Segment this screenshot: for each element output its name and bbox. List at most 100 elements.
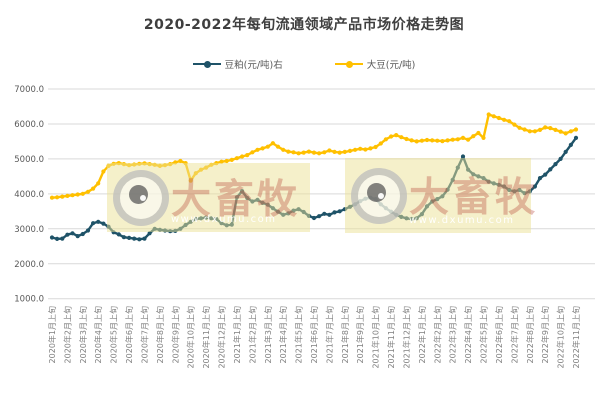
y-tick-label: 2000.0 <box>14 260 44 270</box>
data-point-dadou <box>240 154 245 159</box>
x-tick-label: 2022年7月上旬 <box>509 306 519 363</box>
x-tick-label: 2020年9月上旬 <box>170 306 180 363</box>
x-tick-label: 2021年9月上旬 <box>355 306 365 363</box>
data-point-dadou <box>502 117 507 122</box>
data-point-dadou <box>224 158 229 164</box>
data-point-dadou <box>486 112 491 117</box>
x-tick-label: 2020年11月上旬 <box>201 306 211 369</box>
x-tick-label: 2022年4月上旬 <box>463 306 473 363</box>
data-point-dadou <box>476 130 481 136</box>
data-point-dadou <box>49 195 55 200</box>
data-point-doupo <box>337 209 342 214</box>
y-tick-label: 7000.0 <box>14 85 44 95</box>
legend: 豆粕(元/吨)右 大豆(元/吨) <box>0 57 608 71</box>
x-tick-label: 2021年4月上旬 <box>278 306 288 363</box>
data-point-dadou <box>301 150 306 155</box>
data-point-doupo <box>311 215 317 221</box>
data-point-dadou <box>532 129 538 134</box>
watermark-text: 大畜牧 <box>171 176 300 223</box>
data-point-dadou <box>80 191 85 196</box>
x-tick-label: 2021年7月上旬 <box>324 306 334 363</box>
data-point-dadou <box>568 129 574 134</box>
x-tick-label: 2021年2月上旬 <box>247 306 257 363</box>
data-point-dadou <box>96 181 101 186</box>
data-point-dadou <box>363 147 368 152</box>
data-point-dadou <box>481 135 486 140</box>
data-point-dadou <box>399 135 404 140</box>
data-point-dadou <box>255 147 260 152</box>
data-point-dadou <box>296 151 301 156</box>
data-point-dadou <box>537 127 543 132</box>
data-point-doupo <box>132 236 137 241</box>
data-point-dadou <box>306 149 311 154</box>
data-point-dadou <box>219 159 224 164</box>
data-point-doupo <box>322 211 327 216</box>
data-point-doupo <box>55 236 60 241</box>
data-point-dadou <box>466 137 471 142</box>
legend-marker-doupo-icon <box>192 59 221 69</box>
legend-dot-icon <box>345 60 353 68</box>
data-point-dadou <box>270 141 275 146</box>
data-point-dadou <box>512 122 517 127</box>
x-tick-label: 2020年5月上旬 <box>109 306 119 363</box>
data-point-dadou <box>389 134 394 139</box>
legend-item-dadou: 大豆(元/吨) <box>334 57 415 71</box>
data-point-dadou <box>70 193 75 198</box>
x-tick-label: 2020年3月上旬 <box>78 306 88 363</box>
data-point-doupo <box>563 149 568 154</box>
data-point-dadou <box>558 129 563 134</box>
data-point-dadou <box>424 137 430 143</box>
data-point-dadou <box>317 151 322 156</box>
data-point-doupo <box>91 221 96 226</box>
watermark-left: 大畜牧 www.dxumu.com <box>107 163 310 232</box>
data-point-dadou <box>368 146 373 151</box>
data-point-doupo <box>65 232 70 237</box>
data-point-dadou <box>353 147 358 152</box>
data-point-dadou <box>455 137 460 142</box>
data-point-dadou <box>522 127 527 132</box>
data-point-dadou <box>543 125 548 130</box>
data-point-doupo <box>70 231 75 236</box>
data-point-doupo <box>96 219 101 224</box>
data-point-dadou <box>460 135 466 140</box>
data-point-dadou <box>394 133 399 138</box>
x-tick-label: 2020年2月上旬 <box>62 306 72 363</box>
data-point-dadou <box>358 146 363 151</box>
x-tick-label: 2020年6月上旬 <box>124 306 134 363</box>
data-point-dadou <box>445 138 450 143</box>
x-tick-label: 2020年1月上旬 <box>47 306 57 363</box>
data-point-dadou <box>85 189 91 194</box>
data-point-dadou <box>311 150 317 155</box>
x-tick-label: 2020年8月上旬 <box>155 306 165 363</box>
data-point-dadou <box>548 126 553 131</box>
x-tick-label: 2021年8月上旬 <box>340 306 350 363</box>
data-point-dadou <box>507 119 512 124</box>
data-point-doupo <box>75 234 80 239</box>
data-point-dadou <box>491 114 496 119</box>
x-tick-label: 2020年7月上旬 <box>139 306 149 363</box>
data-point-doupo <box>532 184 538 189</box>
data-point-doupo <box>101 221 106 226</box>
data-point-doupo <box>553 162 558 167</box>
data-point-dadou <box>419 138 424 143</box>
data-point-doupo <box>137 237 142 242</box>
watermark-glint-icon <box>378 192 384 199</box>
legend-label-doupo: 豆粕(元/吨)右 <box>224 60 283 71</box>
data-point-dadou <box>250 150 255 155</box>
watermark-right: 大畜牧 www.dxumu.com <box>345 158 535 233</box>
data-point-dadou <box>527 129 532 134</box>
x-tick-label: 2021年11月上旬 <box>386 306 396 369</box>
data-point-doupo <box>543 172 548 177</box>
data-point-dadou <box>347 148 353 153</box>
legend-item-doupo: 豆粕(元/吨)右 <box>192 57 283 71</box>
data-point-doupo <box>85 228 91 233</box>
data-point-dadou <box>332 149 337 154</box>
data-point-dadou <box>91 186 96 191</box>
watermark-text: 大畜牧 <box>409 174 538 221</box>
x-tick-label: 2022年2月上旬 <box>432 306 442 363</box>
data-point-dadou <box>327 148 332 153</box>
x-tick-label: 2021年6月上旬 <box>309 306 319 363</box>
data-point-dadou <box>342 149 347 154</box>
data-point-dadou <box>322 150 327 155</box>
data-point-dadou <box>275 144 281 149</box>
